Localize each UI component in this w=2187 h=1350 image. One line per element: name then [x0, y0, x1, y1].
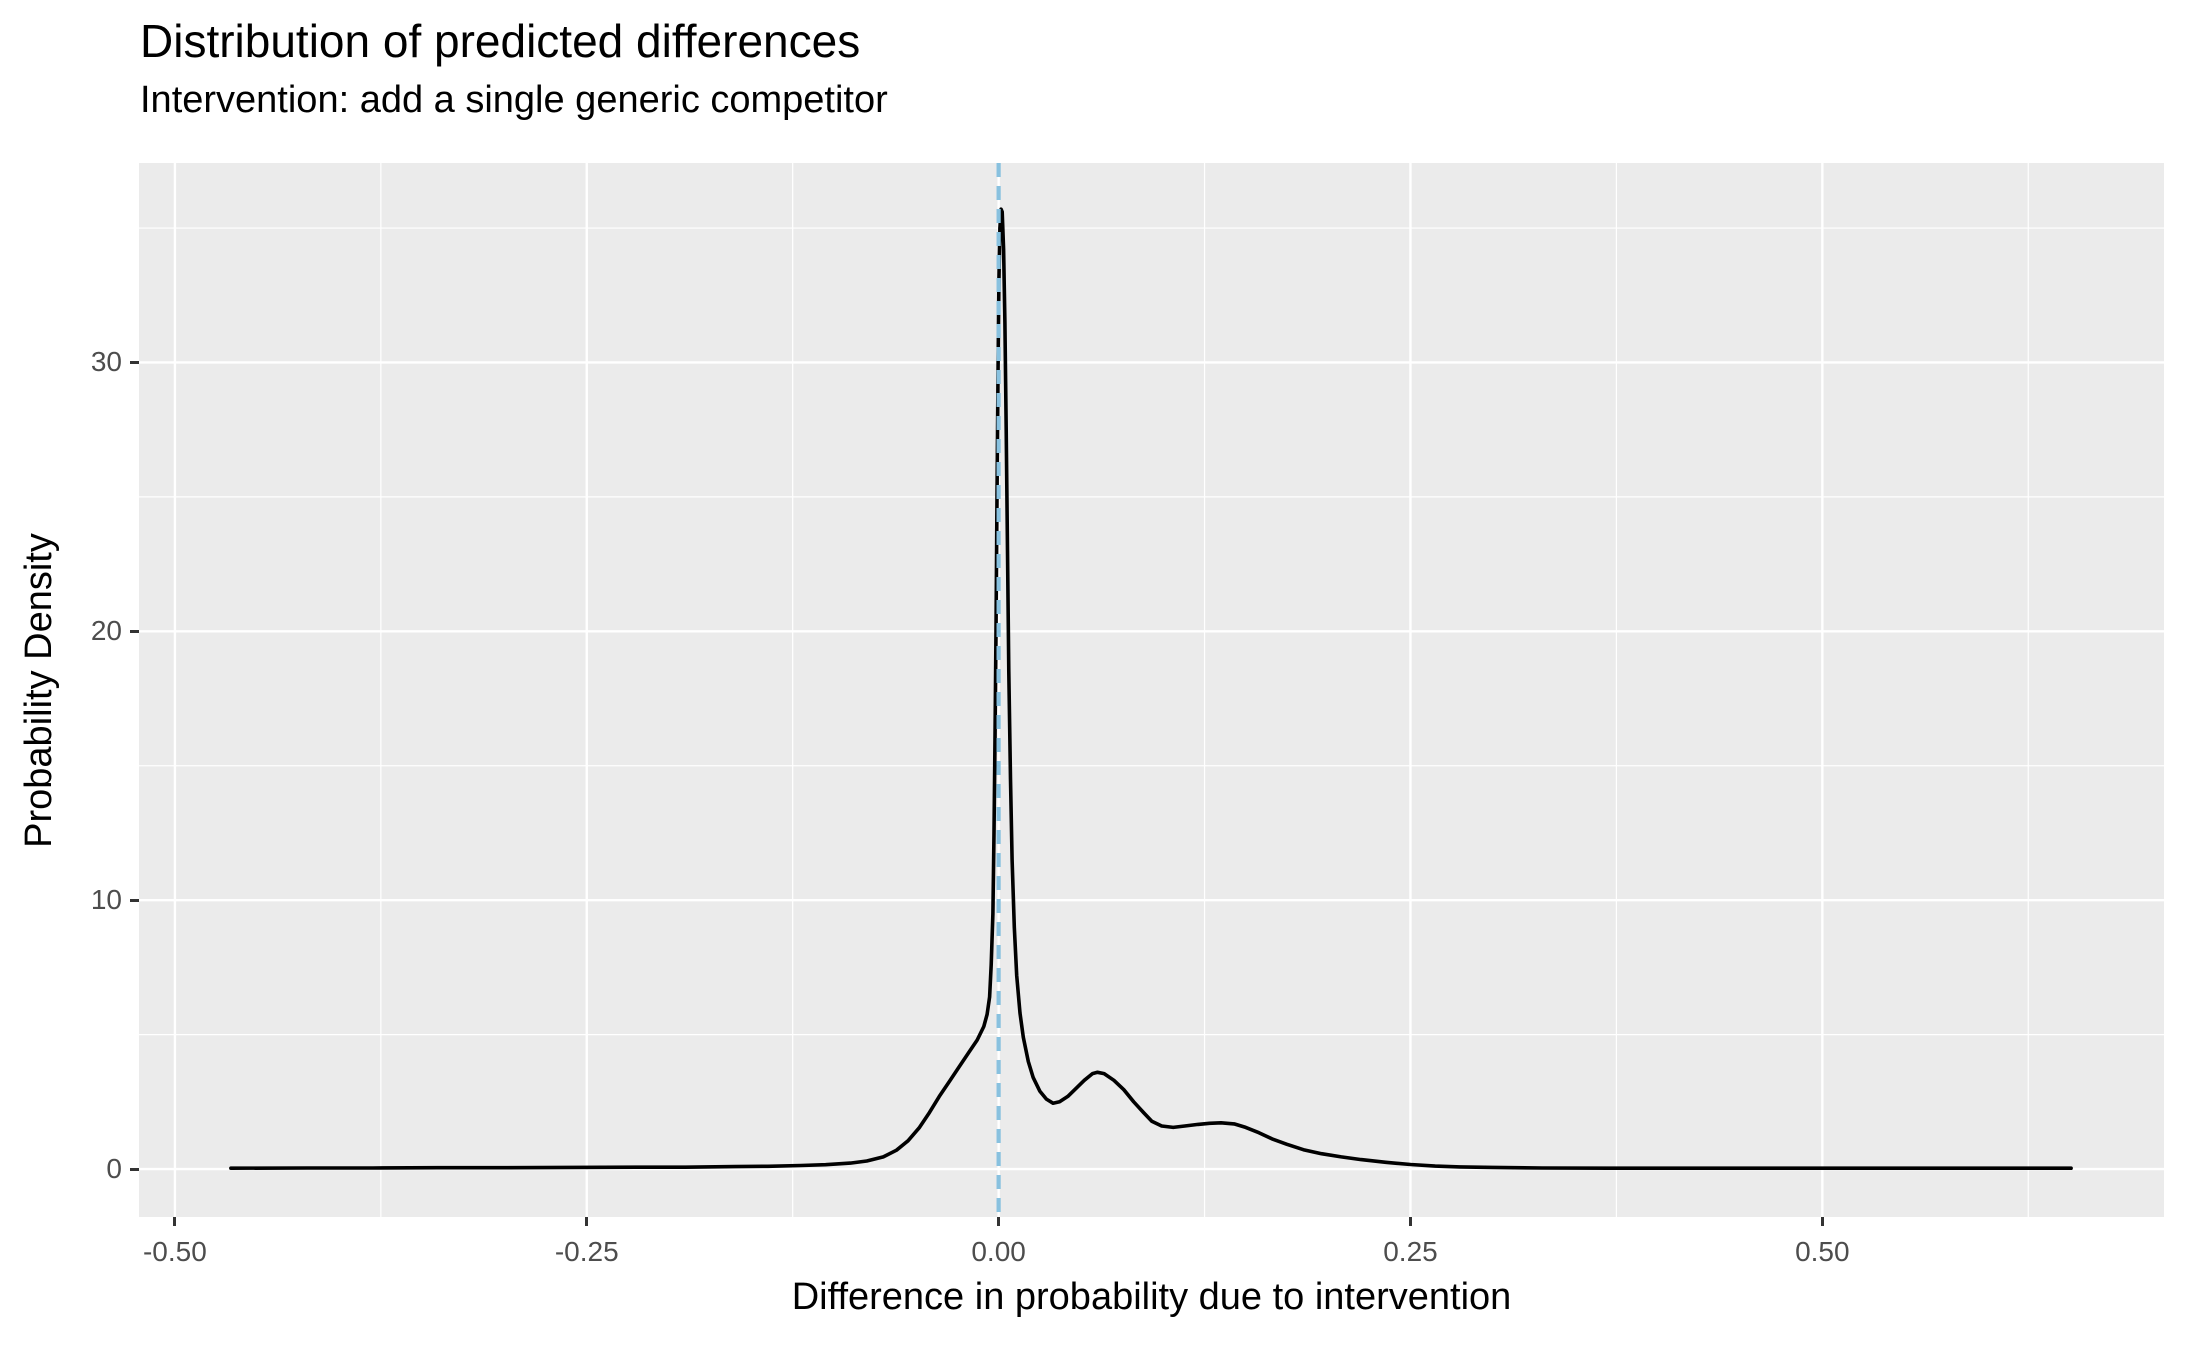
density-curve — [229, 207, 2073, 1170]
y-tick-mark — [130, 360, 139, 364]
plot-subtitle: Intervention: add a single generic compe… — [140, 79, 888, 121]
x-tick-mark — [1820, 1217, 1824, 1226]
plot-panel — [139, 163, 2164, 1217]
y-tick-mark — [130, 629, 139, 633]
y-tick-label: 20 — [90, 615, 122, 647]
x-tick-label: -0.50 — [142, 1236, 207, 1267]
y-axis-title: Probability Density — [17, 532, 60, 848]
x-tick-mark — [173, 1217, 177, 1226]
y-tick-mark — [130, 898, 139, 902]
x-tick-label: 0.25 — [1383, 1236, 1438, 1267]
x-tick-mark — [585, 1217, 589, 1226]
x-tick-mark — [997, 1217, 1001, 1226]
y-axis-title-area: Probability Density — [0, 163, 78, 1217]
x-tick-label: 0.50 — [1795, 1236, 1850, 1267]
plot-canvas — [139, 163, 2164, 1217]
x-tick-mark — [1408, 1217, 1412, 1226]
x-axis-title: Difference in probability due to interve… — [791, 1276, 1512, 1318]
x-tick-label: -0.25 — [554, 1236, 619, 1267]
plot-title: Distribution of predicted differences — [140, 15, 861, 67]
y-tick-mark — [130, 1167, 139, 1171]
y-tick-label: 0 — [106, 1153, 122, 1185]
y-tick-label: 30 — [90, 346, 122, 378]
y-tick-label: 10 — [90, 884, 122, 916]
x-tick-label: 0.00 — [971, 1236, 1026, 1267]
